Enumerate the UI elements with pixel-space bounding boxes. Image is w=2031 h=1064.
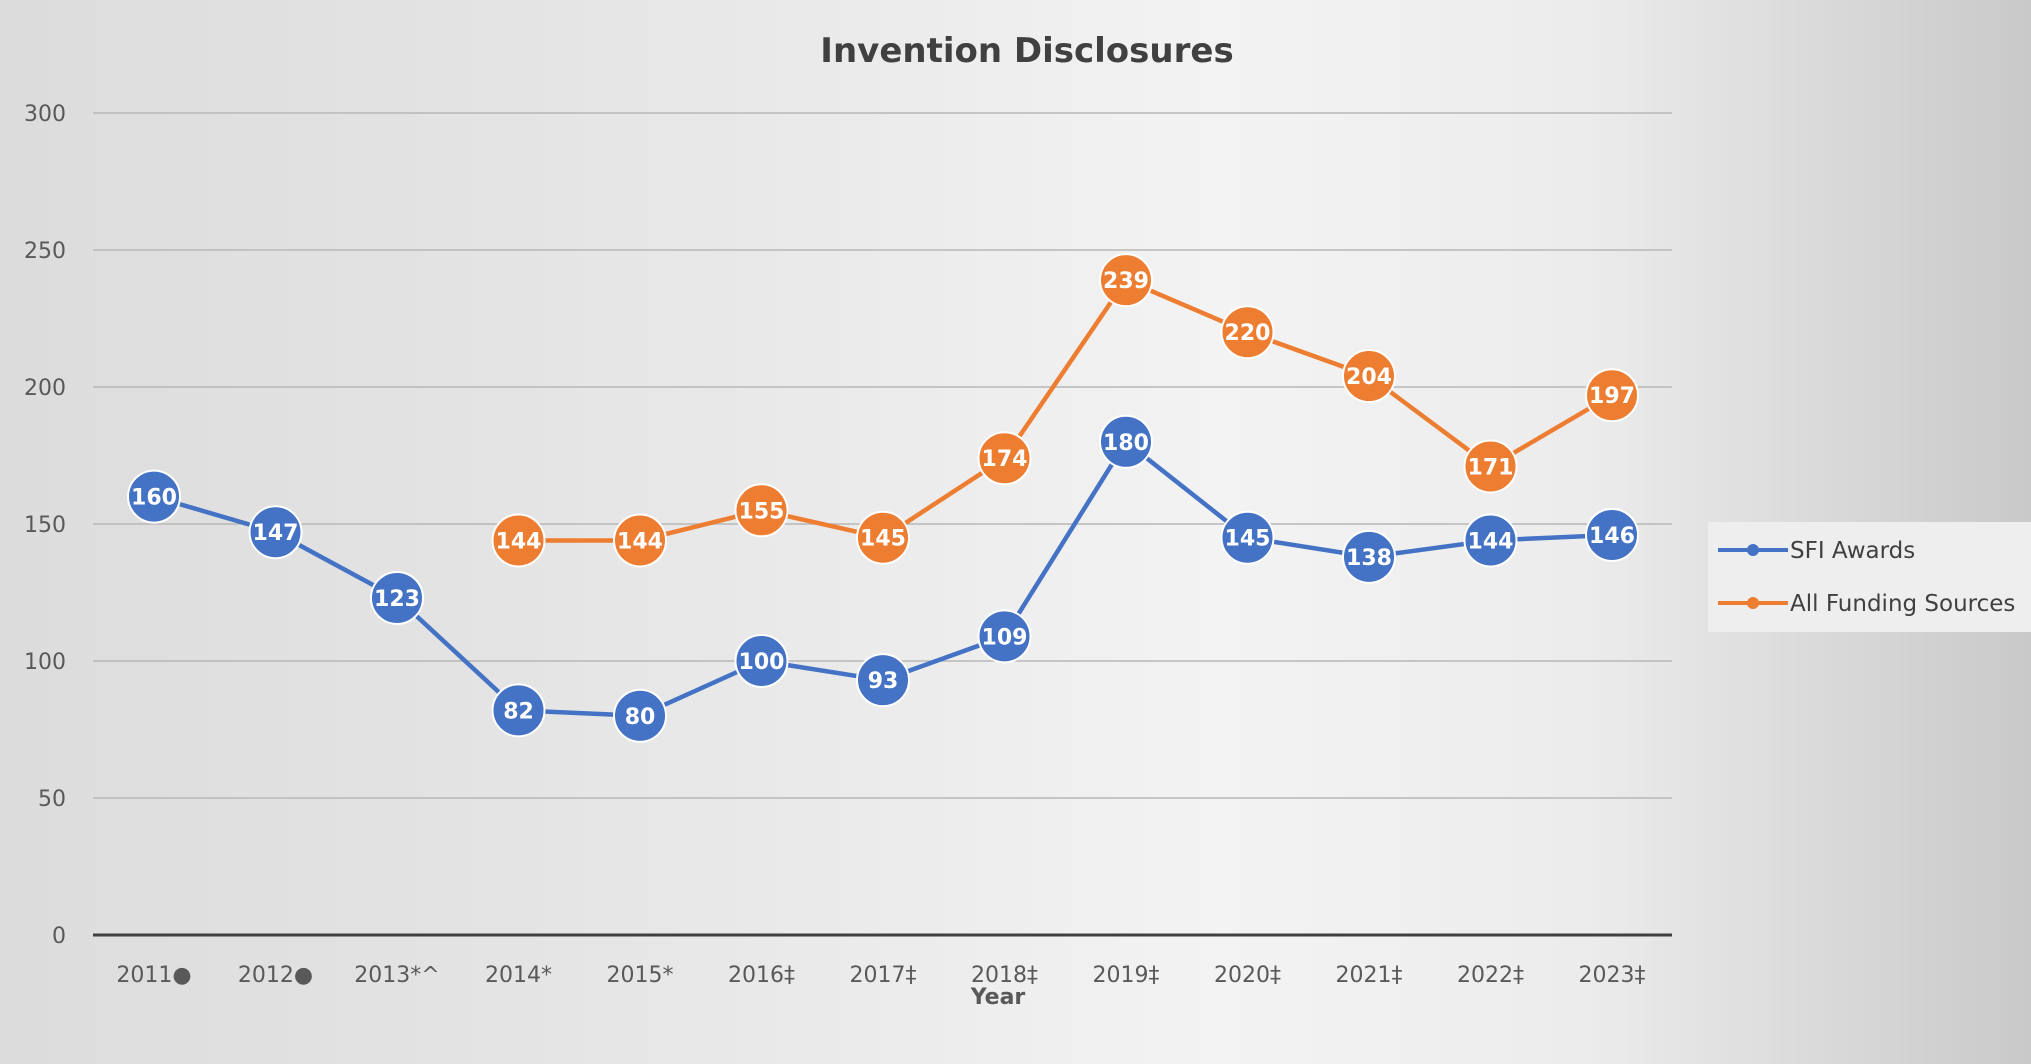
y-tick-label: 50: [38, 787, 66, 812]
data-point: [977, 431, 1032, 486]
data-label: 197: [1589, 384, 1635, 409]
data-label: 171: [1468, 455, 1514, 480]
data-point: [1220, 305, 1275, 360]
data-label: 204: [1346, 365, 1392, 390]
data-point: [1220, 510, 1275, 565]
data-point: [1099, 414, 1153, 469]
data-point: [1099, 253, 1153, 308]
x-axis-title: Year: [970, 985, 1026, 1010]
data-label: 220: [1225, 321, 1271, 346]
data-point: [491, 683, 546, 738]
data-point: [1463, 439, 1518, 494]
x-tick-label: 2013*^: [354, 963, 439, 988]
data-label: 109: [982, 625, 1028, 650]
data-point: [370, 570, 424, 625]
x-tick-label: 2023‡: [1579, 963, 1646, 988]
data-label: 145: [860, 527, 906, 552]
series-line: [518, 277, 1614, 543]
data-label: 146: [1589, 524, 1635, 549]
data-label: 138: [1346, 546, 1392, 571]
data-point: [248, 505, 303, 560]
data-point: [1585, 368, 1639, 423]
y-tick-label: 200: [24, 376, 66, 401]
axes: 0 50 100 150 200 250 300 2011● 2012● 2013*^ 2014* 2…: [24, 102, 1672, 988]
x-tick-label: 2011●: [116, 963, 191, 988]
legend-swatch-marker: [1747, 597, 1759, 609]
data-label: 123: [374, 587, 420, 612]
legend-label: SFI Awards: [1790, 538, 1915, 564]
x-tick-label: 2012●: [238, 963, 313, 988]
legend-box: [1708, 522, 2031, 632]
data-label: 145: [1225, 527, 1271, 552]
x-tick-label: 2022‡: [1457, 963, 1524, 988]
series-1: 160 147 123 82 80 100 93 109 180 145 138 144 146: [127, 414, 1639, 743]
data-label: 100: [739, 650, 785, 675]
y-tick-label: 250: [24, 239, 66, 264]
data-label: 147: [253, 521, 299, 546]
legend-label: All Funding Sources: [1790, 591, 2015, 617]
data-point: [127, 469, 181, 524]
data-point: [613, 513, 667, 568]
data-point: [1585, 507, 1639, 562]
data-point: [1342, 529, 1396, 584]
data-label: 93: [868, 669, 899, 694]
data-label: 239: [1103, 269, 1149, 294]
data-label: 144: [1468, 529, 1514, 554]
data-point: [613, 688, 667, 743]
data-point: [734, 634, 789, 688]
data-point: [491, 513, 546, 568]
data-point: [1463, 513, 1518, 568]
x-tick-label: 2014*: [485, 963, 552, 988]
legend-swatch-marker: [1747, 544, 1759, 556]
data-label: 174: [982, 447, 1028, 472]
x-tick-label: 2019‡: [1093, 963, 1160, 988]
data-label: 160: [131, 486, 177, 511]
data-label: 82: [503, 699, 534, 724]
series-2: 144 144 155 145 174 239 220 204 171 197: [491, 253, 1639, 568]
data-point: [856, 510, 910, 565]
data-label: 155: [739, 499, 785, 524]
legend: SFI Awards All Funding Sources: [1718, 538, 2015, 617]
x-tick-label: 2017‡: [850, 963, 917, 988]
x-tick-label: 2018‡: [971, 963, 1038, 988]
x-tick-label: 2016‡: [728, 963, 795, 988]
data-point: [856, 653, 910, 708]
data-label: 180: [1103, 431, 1149, 456]
y-tick-label: 300: [24, 102, 66, 127]
data-label: 144: [496, 529, 542, 554]
x-tick-label: 2015*: [607, 963, 674, 988]
y-tick-label: 0: [52, 924, 66, 949]
y-tick-label: 100: [24, 650, 66, 675]
data-label: 80: [625, 705, 656, 730]
x-tick-label: 2021‡: [1336, 963, 1403, 988]
data-point: [734, 483, 789, 538]
chart-title: Invention Disclosures: [820, 31, 1233, 71]
y-tick-label: 150: [24, 513, 66, 538]
data-label: 144: [617, 529, 663, 554]
data-point: [977, 609, 1032, 664]
data-point: [1342, 349, 1396, 404]
x-tick-label: 2020‡: [1214, 963, 1281, 988]
